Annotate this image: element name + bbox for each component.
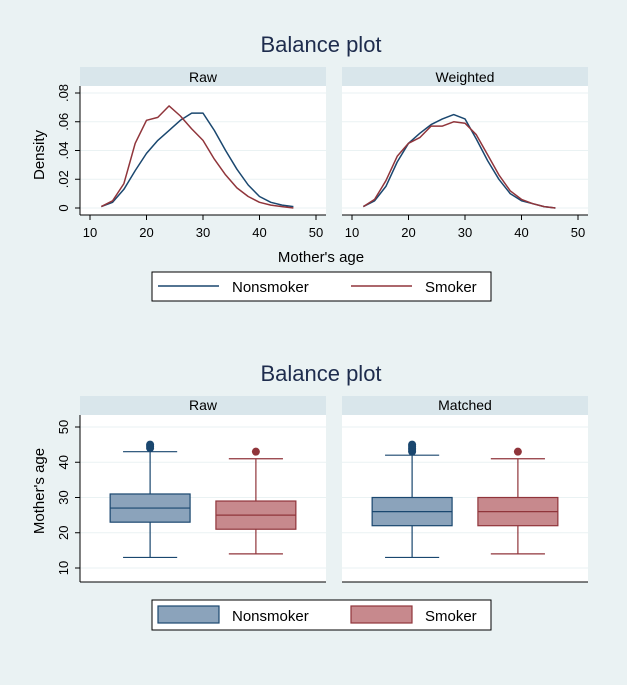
x-tick-label: 40 [514,225,528,240]
x-tick-label: 30 [458,225,472,240]
legend-nonsmoker-label: Nonsmoker [232,279,309,296]
y-tick-label: 40 [56,455,71,469]
series-line-nonsmoker [362,113,556,209]
boxplot-balance-plot: Balance plot Raw Matched 10 20 30 40 50 Moth… [31,361,588,631]
x-axis-ticks: 10 20 30 40 50 [83,215,323,240]
x-tick-label: 10 [345,225,359,240]
series-line-smoker [362,121,556,209]
y-tick-label: .08 [56,84,71,102]
x-tick-label: 50 [309,225,323,240]
panel-header-label: Raw [189,69,218,85]
box-outlier-smoker [513,447,522,456]
y-tick-label: .02 [56,170,71,188]
legend: Nonsmoker Smoker [151,271,492,302]
box-panel-matched: Matched [342,396,588,583]
legend-smoker-swatch [350,605,413,624]
legend-nonsmoker-swatch [157,605,220,624]
x-tick-label: 50 [571,225,585,240]
x-tick-label: 10 [83,225,97,240]
box-outlier-nonsmoker [408,440,417,449]
x-tick-label: 20 [139,225,153,240]
y-axis-ticks: 0 .02 .04 .06 .08 [56,84,80,212]
y-tick-label: 0 [56,204,71,211]
x-tick-label: 20 [401,225,415,240]
boxes [109,440,297,559]
panel-header [342,67,588,86]
density-panel-raw: Raw 10 20 30 40 50 [80,67,326,240]
y-tick-label: 30 [56,490,71,504]
y-tick-label: 50 [56,420,71,434]
panel-header [80,396,326,415]
chart-title: Balance plot [260,32,381,57]
y-axis-label: Mother's age [31,448,48,534]
x-axis-ticks: 10 20 30 40 50 [345,215,585,240]
legend-smoker-label: Smoker [425,608,477,625]
legend-smoker-label: Smoker [425,279,477,296]
box-panel-raw: Raw [80,396,326,583]
density-series [100,105,294,209]
y-axis-ticks: 10 20 30 40 50 [56,420,80,575]
x-axis-label: Mother's age [278,249,364,266]
y-tick-label: 10 [56,561,71,575]
x-tick-label: 30 [196,225,210,240]
density-panel-weighted: Weighted 10 20 30 40 50 [342,67,588,240]
legend: Nonsmoker Smoker [151,599,492,631]
panel-header-label: Matched [438,397,492,413]
gridlines [342,92,588,209]
panel-header-label: Raw [189,397,218,413]
panel-header-label: Weighted [436,69,495,85]
boxes [371,440,559,559]
density-series [362,113,556,209]
x-tick-label: 40 [252,225,266,240]
y-tick-label: .06 [56,113,71,131]
panel-header [80,67,326,86]
series-line-smoker [100,105,294,209]
y-tick-label: .04 [56,141,71,159]
series-line-nonsmoker [101,112,294,208]
gridlines [80,92,326,209]
panel-header [342,396,588,415]
chart-title: Balance plot [260,361,381,386]
y-axis-label: Density [31,129,48,180]
y-tick-label: 20 [56,526,71,540]
density-balance-plot: Balance plot Raw 10 20 30 40 50 Weighted 10 2… [31,32,588,302]
legend-nonsmoker-label: Nonsmoker [232,608,309,625]
box-outlier-nonsmoker [146,440,155,449]
box-outlier-smoker [251,447,260,456]
